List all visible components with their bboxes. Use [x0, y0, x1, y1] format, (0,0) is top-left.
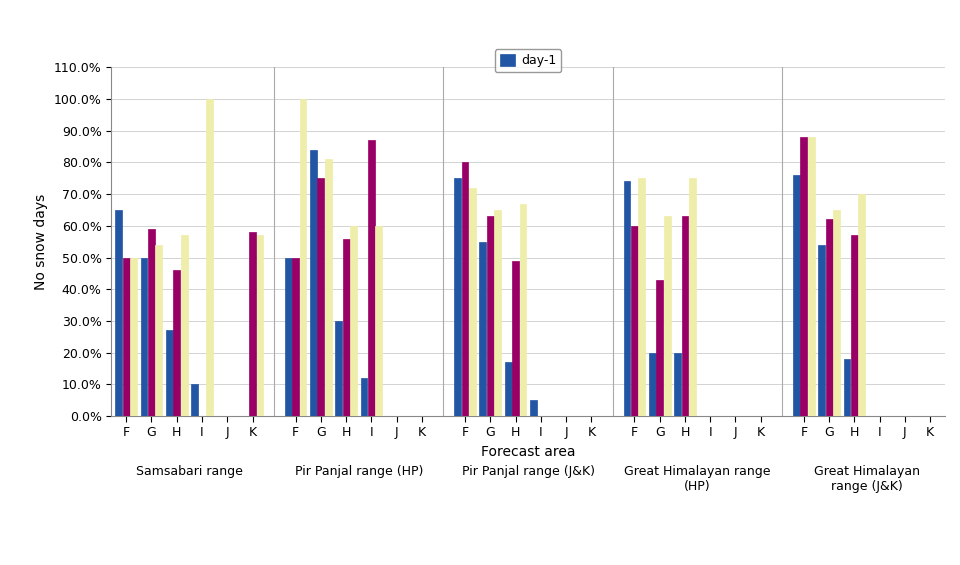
Bar — [505, 362, 512, 416]
X-axis label: Forecast area: Forecast area — [481, 445, 575, 459]
Bar — [663, 216, 670, 416]
Bar — [494, 210, 501, 416]
Bar — [858, 194, 865, 416]
Legend: day-1: day-1 — [495, 49, 562, 72]
Bar — [324, 159, 332, 416]
Bar — [530, 400, 537, 416]
Text: Great Himalayan
range (J&K): Great Himalayan range (J&K) — [814, 464, 920, 493]
Bar — [361, 378, 368, 416]
Bar — [350, 226, 357, 416]
Bar — [156, 245, 162, 416]
Bar — [512, 260, 519, 416]
Bar — [469, 188, 476, 416]
Bar — [851, 236, 858, 416]
Bar — [140, 258, 148, 416]
Y-axis label: No snow days: No snow days — [35, 194, 48, 290]
Bar — [487, 216, 493, 416]
Bar — [674, 353, 681, 416]
Bar — [844, 359, 851, 416]
Bar — [206, 99, 213, 416]
Text: Pir Panjal range (HP): Pir Panjal range (HP) — [295, 464, 423, 477]
Bar — [657, 280, 663, 416]
Bar — [148, 229, 155, 416]
Bar — [343, 238, 349, 416]
Bar — [180, 236, 187, 416]
Bar — [115, 210, 122, 416]
Bar — [375, 226, 382, 416]
Bar — [300, 99, 306, 416]
Bar — [249, 232, 256, 416]
Bar — [335, 321, 342, 416]
Bar — [310, 150, 317, 416]
Bar — [682, 216, 688, 416]
Bar — [131, 258, 137, 416]
Bar — [292, 258, 299, 416]
Bar — [638, 179, 645, 416]
Bar — [826, 219, 832, 416]
Bar — [166, 331, 173, 416]
Bar — [793, 175, 800, 416]
Bar — [285, 258, 292, 416]
Text: Great Himalayan range
(HP): Great Himalayan range (HP) — [624, 464, 771, 493]
Bar — [649, 353, 656, 416]
Bar — [318, 179, 324, 416]
Bar — [123, 258, 130, 416]
Bar — [519, 203, 526, 416]
Bar — [479, 242, 487, 416]
Bar — [174, 270, 180, 416]
Bar — [462, 163, 468, 416]
Bar — [191, 384, 198, 416]
Bar — [631, 226, 637, 416]
Bar — [689, 179, 696, 416]
Bar — [801, 137, 807, 416]
Text: Pir Panjal range (J&K): Pir Panjal range (J&K) — [462, 464, 594, 477]
Bar — [808, 137, 815, 416]
Bar — [833, 210, 840, 416]
Bar — [368, 140, 374, 416]
Bar — [624, 181, 631, 416]
Bar — [256, 236, 263, 416]
Text: Samsabari range: Samsabari range — [136, 464, 243, 477]
Bar — [454, 179, 461, 416]
Bar — [818, 245, 825, 416]
